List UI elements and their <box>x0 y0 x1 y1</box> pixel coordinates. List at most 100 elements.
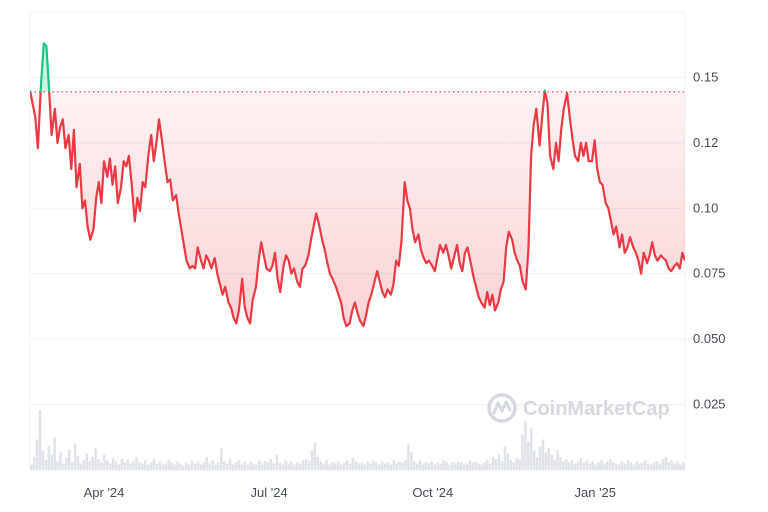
volume-bar <box>503 446 507 470</box>
volume-bar <box>629 462 632 470</box>
volume-bar <box>287 463 290 470</box>
volume-bar <box>176 461 179 470</box>
volume-bar <box>559 456 562 470</box>
volume-bar <box>76 455 80 470</box>
volume-bar <box>492 456 495 470</box>
volume-bar <box>465 463 469 470</box>
volume-bar <box>401 462 404 470</box>
volume-bar <box>439 463 442 470</box>
x-tick-label: Oct '24 <box>412 485 453 500</box>
volume-bar <box>500 461 504 470</box>
volume-bar <box>664 456 668 470</box>
volume-bar <box>88 461 91 470</box>
volume-bar <box>524 420 527 470</box>
volume-bar <box>363 464 366 470</box>
volume-bar <box>682 462 685 470</box>
volume-bar <box>255 464 258 470</box>
volume-bar <box>646 463 650 470</box>
volume-bar <box>471 462 475 470</box>
volume-bar <box>103 454 106 470</box>
volume-bar <box>600 460 603 470</box>
volume-bar <box>266 462 270 470</box>
volume-bar <box>62 463 65 470</box>
volume-bar <box>129 463 132 470</box>
volume-bar <box>100 462 103 470</box>
volume-bar <box>541 439 545 470</box>
volume-bar <box>638 463 641 470</box>
volume-bar <box>290 461 293 470</box>
volume-bar <box>243 461 246 470</box>
volume-bar <box>85 453 89 470</box>
volume-bar <box>360 462 363 470</box>
volume-bar <box>208 463 211 470</box>
volume-bar <box>111 458 115 470</box>
volume-bar <box>167 460 170 470</box>
volume-bar <box>608 459 612 470</box>
volume-bar <box>220 448 223 470</box>
volume-bar <box>383 463 387 470</box>
volume-bar <box>588 463 591 470</box>
volume-bar <box>377 464 381 470</box>
y-tick-label: 0.050 <box>693 331 726 346</box>
volume-bar <box>152 459 156 470</box>
volume-bar <box>544 452 548 470</box>
volume-bar <box>392 460 396 470</box>
volume-bar <box>445 461 448 470</box>
volume-bar <box>155 463 159 470</box>
volume-bar <box>489 463 492 470</box>
volume-bar <box>56 461 59 470</box>
volume-bar <box>135 456 138 470</box>
volume-bar <box>138 462 141 470</box>
volume-bar <box>123 462 127 470</box>
volume-bar <box>456 461 460 470</box>
price-series[interactable] <box>30 42 685 328</box>
volume-bar <box>190 460 194 470</box>
volume-bar <box>322 463 325 470</box>
y-tick-label: 0.15 <box>693 69 718 84</box>
volume-bar <box>30 464 33 470</box>
volume-bar <box>59 452 62 470</box>
volume-bar <box>644 460 647 470</box>
volume-bar <box>556 450 559 470</box>
volume-bar <box>144 460 147 470</box>
volume-bar <box>222 461 226 470</box>
volume-bar <box>389 464 393 470</box>
volume-bar <box>354 461 358 470</box>
volume-bar <box>334 463 337 470</box>
x-tick-label: Apr '24 <box>84 485 125 500</box>
volume-bar <box>301 460 305 470</box>
volume-bar <box>667 462 670 470</box>
volume-bar <box>585 460 589 470</box>
volume-bar <box>494 459 498 470</box>
volume-bar <box>635 461 638 470</box>
volume-bar <box>568 462 571 470</box>
volume-bar <box>106 460 109 470</box>
volume-bar <box>164 463 167 470</box>
volume-bar <box>576 461 580 470</box>
volume-bar <box>240 463 244 470</box>
volume-bar <box>337 461 340 470</box>
volume-bar <box>182 465 185 470</box>
volume-bar <box>413 461 416 470</box>
volume-bar <box>486 460 489 470</box>
volume-bar <box>272 463 276 470</box>
volume-bar <box>570 460 574 470</box>
volume-bar <box>430 461 434 470</box>
volume-bars <box>30 410 685 470</box>
volume-bar <box>35 439 39 470</box>
x-axis-ticks: Apr '24 Jul '24 Oct '24 Jan '25 <box>84 485 616 500</box>
volume-bar <box>161 464 165 470</box>
volume-bar <box>211 460 214 470</box>
volume-bar <box>234 462 238 470</box>
volume-bar <box>652 462 656 470</box>
volume-bar <box>532 450 536 470</box>
volume-bar <box>436 462 439 470</box>
volume-bar <box>237 460 241 470</box>
price-line-down[interactable] <box>30 43 685 328</box>
volume-bar <box>132 461 135 470</box>
volume-bar <box>117 464 121 470</box>
volume-bar <box>521 435 524 470</box>
volume-bar <box>415 463 419 470</box>
